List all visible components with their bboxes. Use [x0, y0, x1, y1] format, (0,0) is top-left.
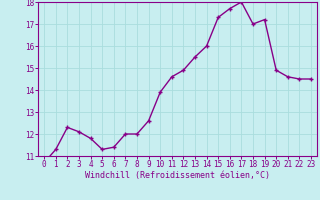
X-axis label: Windchill (Refroidissement éolien,°C): Windchill (Refroidissement éolien,°C): [85, 171, 270, 180]
